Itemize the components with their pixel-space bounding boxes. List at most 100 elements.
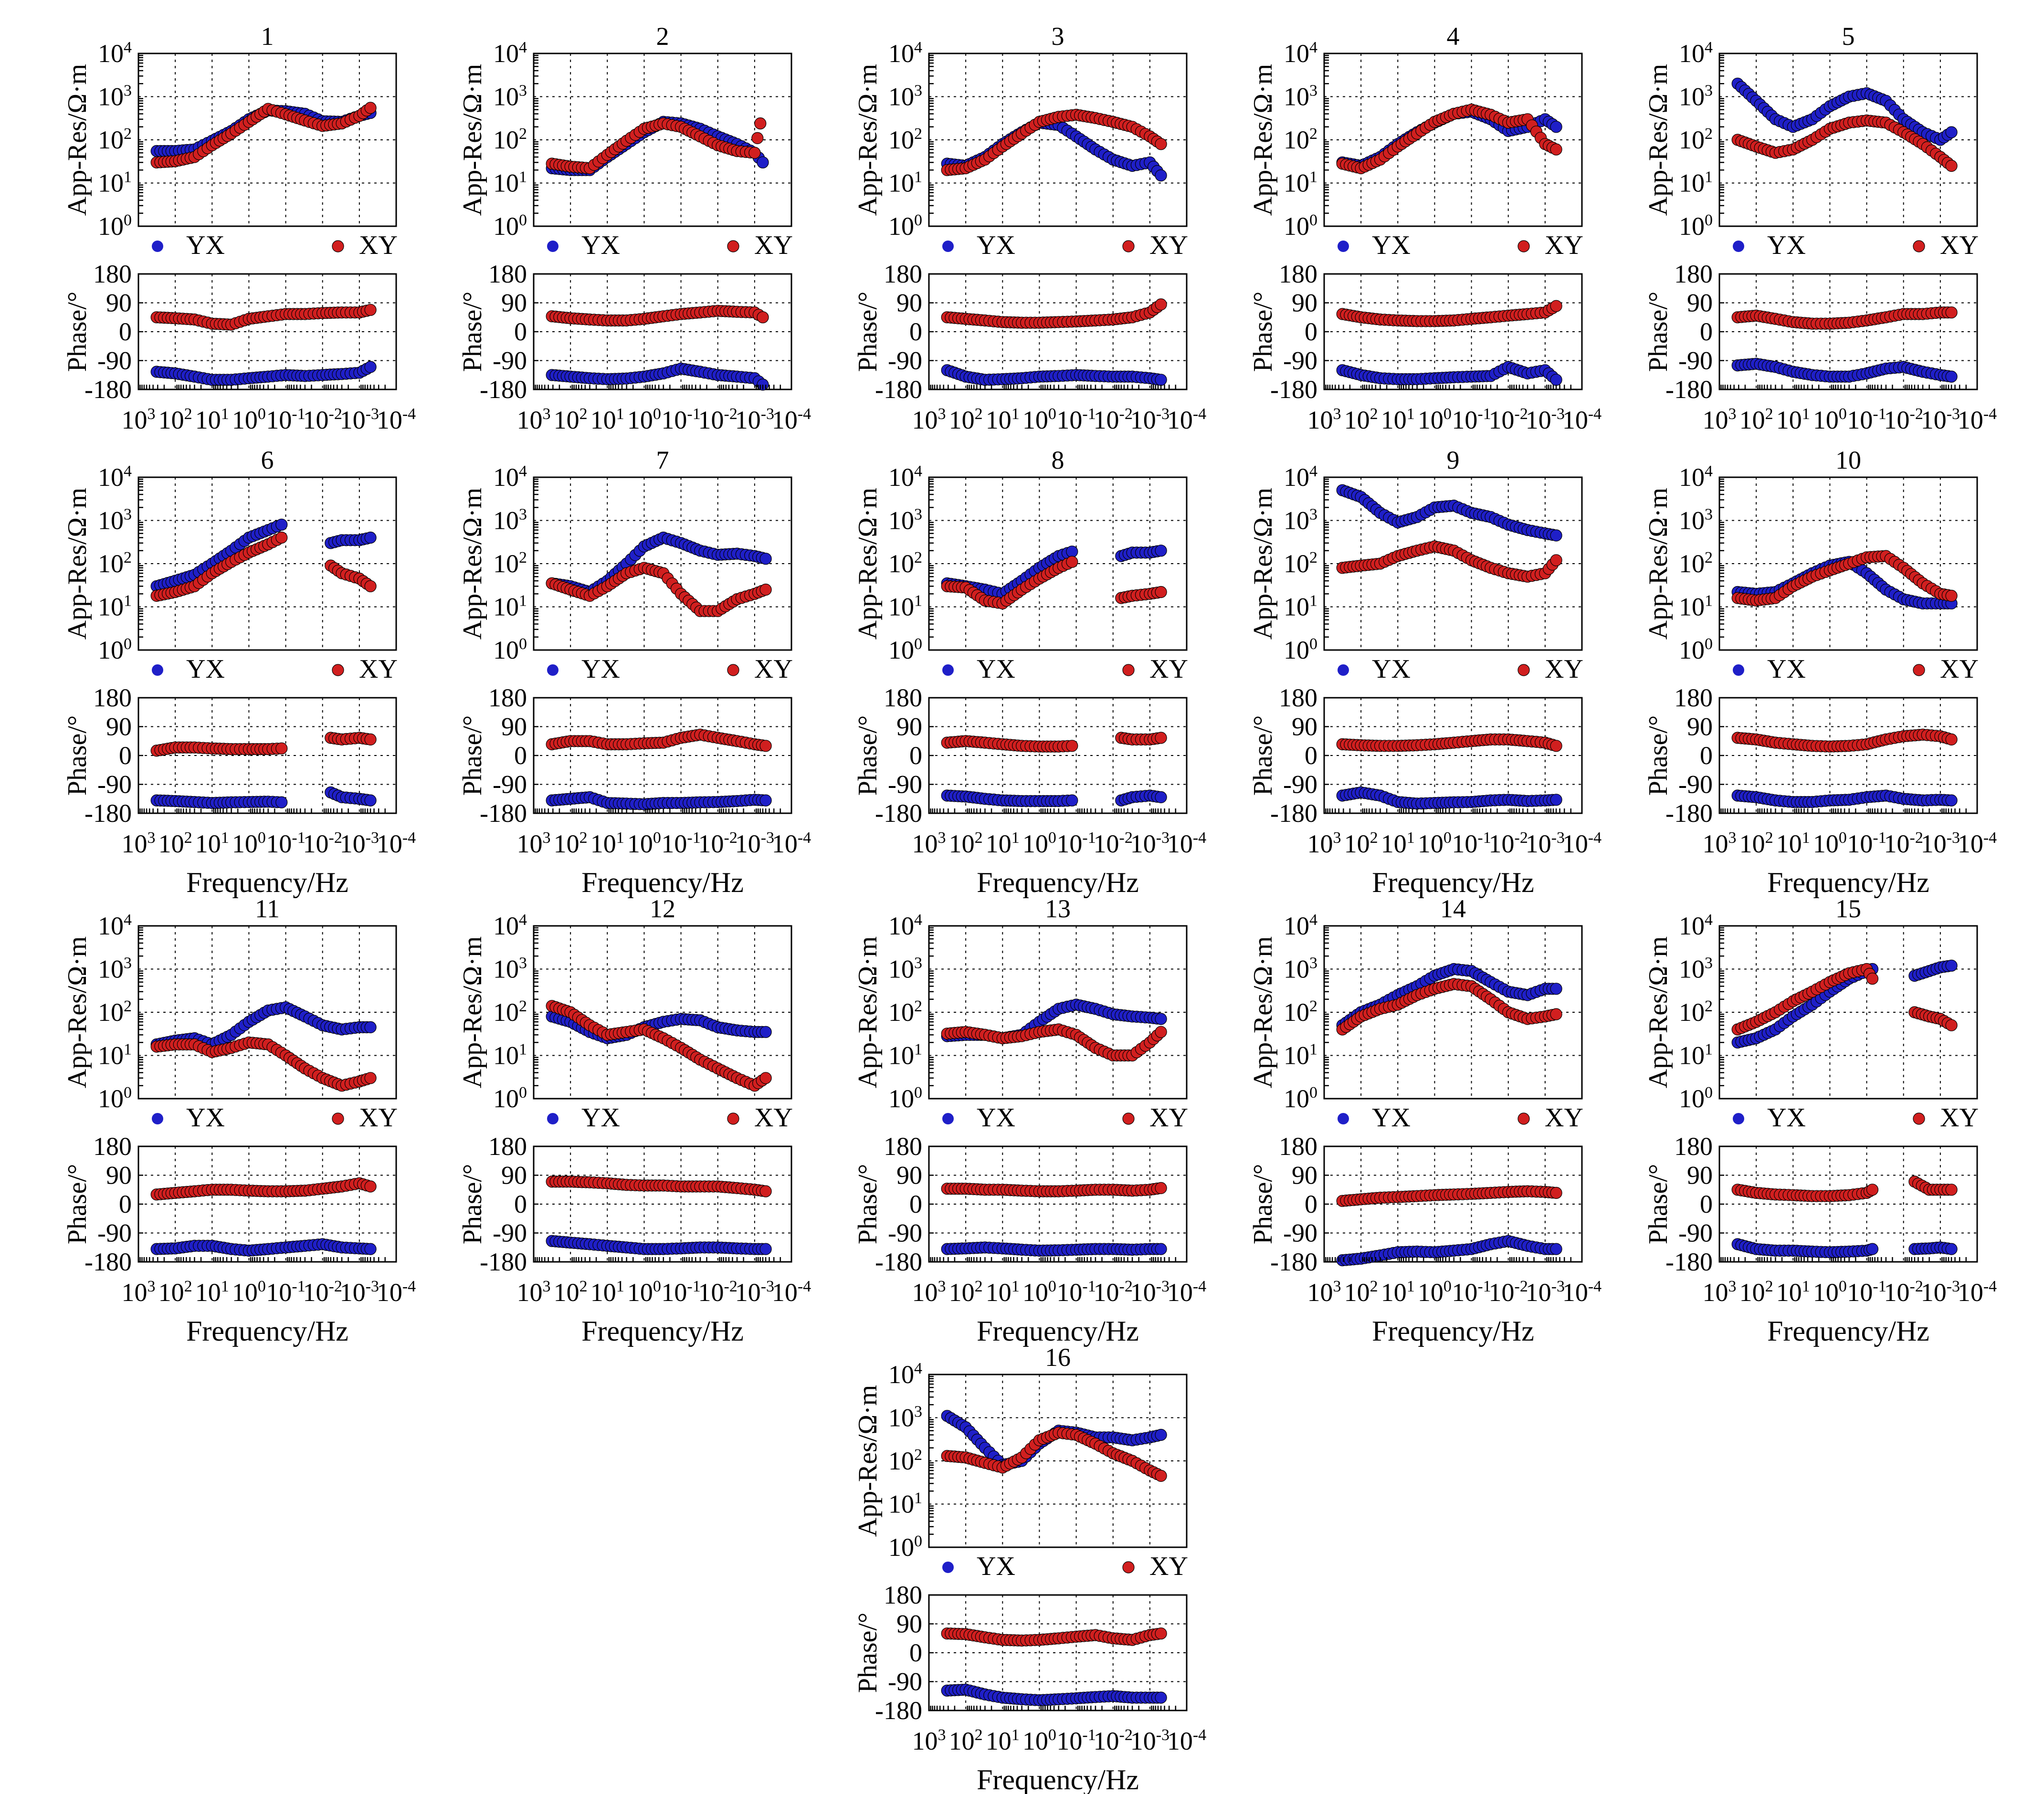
- phase-xy-series-point: [275, 742, 288, 755]
- rho-tick-label: 101: [98, 592, 132, 621]
- rho-axis-label: App-Res/Ω·m: [1644, 64, 1673, 216]
- freq-tick-label: 102: [554, 829, 588, 858]
- freq-tick-label: 103: [517, 829, 551, 858]
- phase-tick-label: -180: [1270, 375, 1317, 404]
- station-title: 6: [261, 446, 274, 474]
- phase-xy-series: [941, 732, 1167, 753]
- freq-tick-label: 103: [122, 405, 156, 434]
- rho-axis-label: App-Res/Ω·m: [458, 64, 487, 216]
- phase-tick-label: -180: [1270, 799, 1317, 828]
- legend: YX XY: [547, 231, 793, 260]
- freq-tick-label: 100: [1022, 829, 1056, 858]
- phase-tick-label: -180: [875, 1248, 922, 1276]
- rho-xy-series-point: [748, 147, 761, 159]
- phase-tick-label: 90: [501, 1161, 527, 1190]
- phase-yx-series: [546, 791, 772, 810]
- freq-axis-label: Frequency/Hz: [581, 1315, 744, 1347]
- freq-tick-label: 100: [232, 1278, 266, 1307]
- legend-xy-marker: [727, 1112, 739, 1125]
- rho-axis-label: App-Res/Ω·m: [63, 64, 92, 216]
- rho-axis-label: App-Res/Ω·m: [1644, 488, 1673, 640]
- freq-tick-label: 100: [232, 405, 266, 434]
- freq-axis-label: Frequency/Hz: [186, 867, 348, 898]
- freq-tick-label: 102: [1344, 1278, 1378, 1307]
- legend-yx-label: YX: [1767, 654, 1806, 684]
- rho-frame: [533, 52, 792, 227]
- rho-yx-series-point: [759, 1026, 772, 1038]
- rho-tick-label: 102: [98, 549, 132, 578]
- phase-axis-label: Phase/°: [63, 292, 92, 372]
- phase-tick-label: 0: [909, 741, 922, 770]
- phase-tick-label: 180: [1279, 260, 1317, 288]
- freq-tick-label: 10-3: [1130, 829, 1170, 858]
- phase-yx-series: [1336, 786, 1562, 810]
- legend: YX XY: [1338, 1103, 1583, 1133]
- rho-tick-label: 103: [493, 955, 527, 984]
- rho-tick-label: 101: [888, 592, 922, 621]
- freq-tick-label: 10-3: [1526, 405, 1565, 434]
- phase-yx-series-point: [275, 796, 288, 808]
- rho-tick-label: 104: [98, 462, 132, 492]
- phase-tick-label: -90: [888, 1219, 922, 1248]
- legend-xy-marker: [332, 664, 344, 676]
- phase-tick-label: 90: [896, 1161, 922, 1190]
- rho-yx-series-point: [364, 531, 377, 544]
- legend-yx-marker: [152, 1113, 163, 1124]
- phase-tick-label: 180: [93, 260, 132, 288]
- legend-yx-marker: [942, 1113, 954, 1124]
- station-title: 4: [1447, 22, 1460, 51]
- rho-xy-series-point: [275, 531, 288, 544]
- legend-yx-label: YX: [186, 231, 225, 260]
- freq-tick-label: 10-4: [1167, 829, 1206, 858]
- rho-tick-label: 101: [1284, 1041, 1317, 1070]
- legend-xy-marker: [1913, 664, 1925, 676]
- phase-yx-series-point: [1550, 794, 1562, 806]
- phase-tick-label: 0: [514, 741, 527, 770]
- phase-axis-label: Phase/°: [458, 1164, 487, 1245]
- legend-yx-marker: [547, 241, 558, 252]
- freq-tick-label: 100: [627, 829, 661, 858]
- rho-tick-label: 100: [1679, 211, 1713, 241]
- freq-tick-label: 10-1: [1056, 829, 1096, 858]
- legend-yx-marker: [1733, 241, 1744, 252]
- freq-tick-label: 103: [912, 1278, 946, 1307]
- rho-xy-series-point: [1155, 1026, 1167, 1038]
- legend: YX XY: [1733, 231, 1979, 260]
- phase-xy-series: [546, 1175, 772, 1197]
- rho-tick-label: 101: [98, 168, 132, 198]
- rho-tick-label: 100: [493, 211, 527, 241]
- phase-yx-series: [1336, 361, 1562, 386]
- rho-xy-series-point: [1945, 159, 1958, 172]
- rho-tick-label: 103: [888, 955, 922, 984]
- rho-xy-series-point: [751, 132, 764, 144]
- rho-tick-label: 104: [888, 462, 922, 492]
- rho-tick-label: 102: [888, 997, 922, 1027]
- phase-xy-series-point: [1066, 740, 1078, 752]
- legend-xy-marker: [1517, 240, 1530, 252]
- legend-xy-label: XY: [754, 1103, 793, 1133]
- freq-tick-label: 101: [1381, 405, 1415, 434]
- legend-yx-marker: [1338, 664, 1349, 676]
- phase-xy-series: [150, 1177, 377, 1201]
- phase-xy-series: [1336, 733, 1562, 752]
- freq-tick-label: 10-3: [1130, 405, 1170, 434]
- phase-yx-series-point: [1155, 791, 1167, 804]
- phase-tick-label: -180: [875, 375, 922, 404]
- freq-tick-label: 10-1: [266, 1278, 305, 1307]
- legend-xy-label: XY: [1545, 231, 1583, 260]
- phase-axis-label: Phase/°: [63, 715, 92, 796]
- freq-tick-label: 101: [590, 829, 624, 858]
- freq-tick-label: 103: [912, 829, 946, 858]
- phase-yx-series-point: [1550, 374, 1562, 386]
- phase-tick-label: 90: [1292, 289, 1317, 317]
- rho-xy-series: [546, 1000, 772, 1092]
- phase-xy-series: [546, 304, 769, 327]
- freq-tick-label: 10-2: [303, 829, 342, 858]
